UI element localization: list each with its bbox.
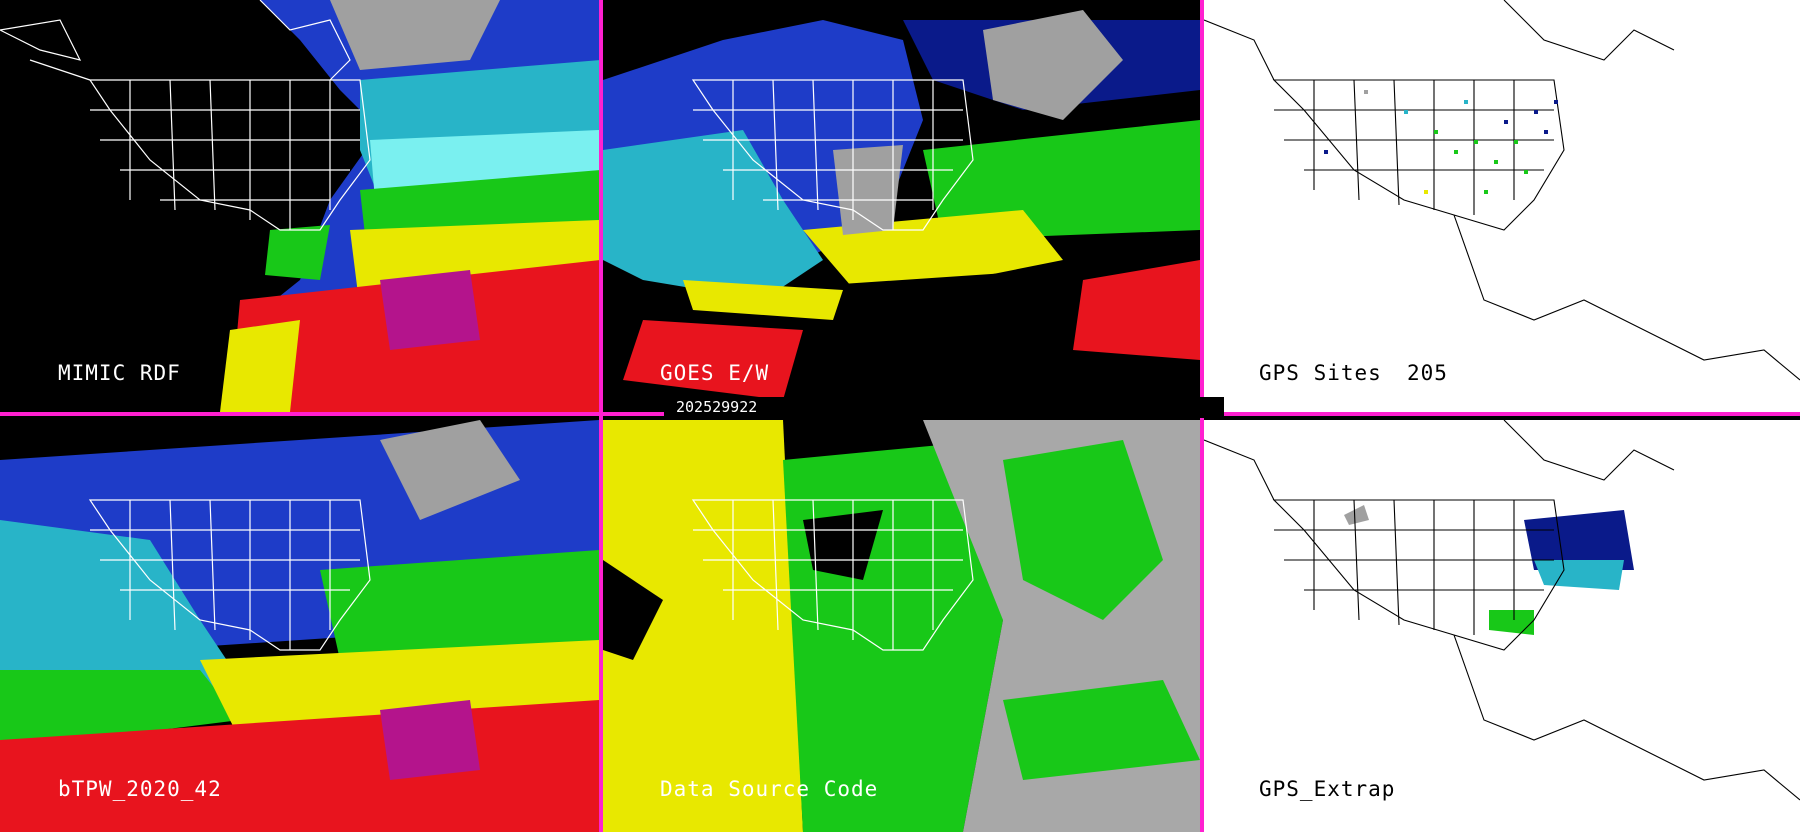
panel-label: GPS Sites xyxy=(1259,361,1382,385)
btpw-map xyxy=(0,420,599,832)
panel-label: GPS_Extrap xyxy=(1259,777,1396,801)
site-count: 205 xyxy=(1407,361,1448,385)
panel-gps-sites: GPS Sites 205 xyxy=(1204,0,1800,412)
panel-label: GOES E/W xyxy=(660,361,770,385)
panel-mimic-rdf: MIMIC RDF xyxy=(0,0,599,412)
panel-goes-ew: GOES E/W xyxy=(603,0,1200,412)
gps-site-markers xyxy=(1324,90,1558,194)
panel-btpw: bTPW_2020_42 xyxy=(0,420,599,832)
panel-label: Data Source Code xyxy=(660,777,879,801)
data-source-code-map xyxy=(603,420,1200,832)
divider-vertical-left xyxy=(599,0,603,832)
timestamp-bar: 202529922 xyxy=(664,397,1224,418)
gps-extrap-map xyxy=(1204,420,1800,801)
panel-data-source-code: Data Source Code xyxy=(603,420,1200,832)
mimic-rdf-map xyxy=(0,0,599,412)
panel-label: bTPW_2020_42 xyxy=(58,777,222,801)
panel-label: MIMIC RDF xyxy=(58,361,181,385)
panel-gps-extrap: GPS_Extrap xyxy=(1204,420,1800,832)
goes-ew-map xyxy=(603,10,1200,412)
gps-sites-map xyxy=(1204,0,1800,381)
